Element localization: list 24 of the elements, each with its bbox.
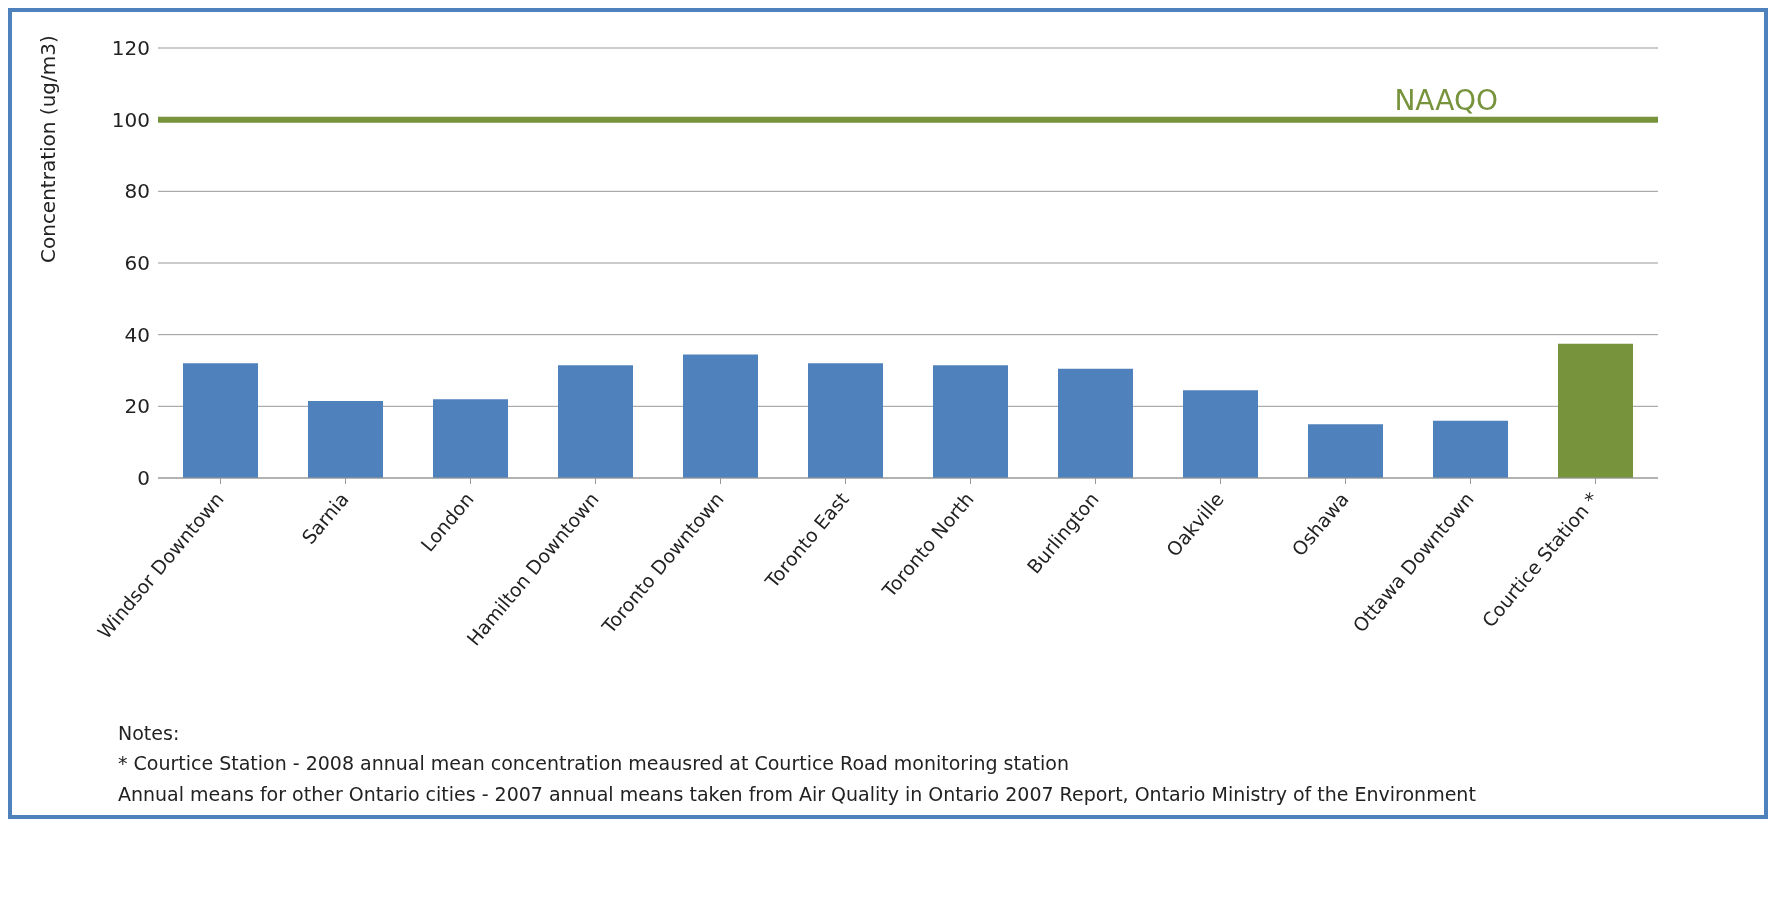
y-axis-title: Concentration (ug/m3) [36,35,61,263]
y-tick-label: 20 [124,394,150,419]
bar [1183,390,1258,478]
bar [183,363,258,478]
bar [808,363,883,478]
bar [433,399,508,478]
text: Notes: [118,721,181,746]
y-tick-label: 100 [111,107,150,132]
y-tick-label: 60 [124,251,150,276]
bar [1308,424,1383,478]
bar [1433,420,1508,478]
text: Annual means for other Ontario cities - 2007 annual means taken from Air Quality in Ontario 2007 Report, Ontario Ministry of the Environment [118,781,1477,807]
bar [1058,368,1133,478]
bar [933,365,1008,478]
y-tick-label: 120 [111,36,150,61]
y-tick-label: 80 [124,179,150,204]
bar [558,365,633,478]
y-tick-label: 0 [137,466,150,491]
bar [1558,343,1633,478]
bar [308,400,383,478]
y-tick-label: 40 [124,322,150,347]
ref-line-label: NAAQO [1394,83,1498,117]
bar [683,354,758,478]
text: * Courtice Station - 2008 annual mean concentration meausred at Courtice Road monitoring station [118,751,1070,777]
